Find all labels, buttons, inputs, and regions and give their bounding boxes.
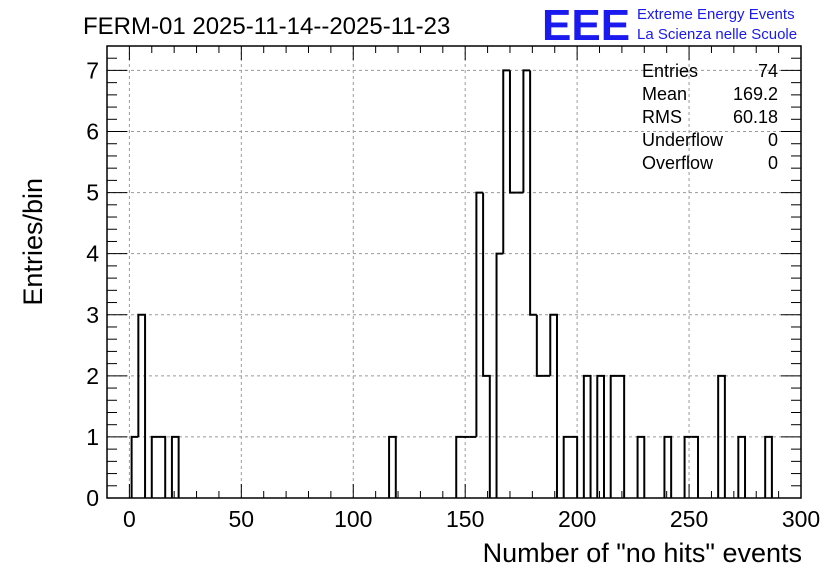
histogram-bin (482, 192, 491, 498)
histogram-bin (150, 435, 159, 498)
axis-ticks (106, 46, 802, 499)
histogram-bin (388, 435, 397, 498)
histogram-bin (691, 435, 700, 498)
chart-title: FERM-01 2025-11-14--2025-11-23 (83, 13, 450, 40)
logo-line-1: Extreme Energy Events (637, 6, 795, 23)
histogram-bin (764, 435, 773, 498)
stats-label: Overflow (642, 153, 714, 173)
x-tick-label: 0 (123, 506, 136, 532)
stats-label: Underflow (642, 130, 724, 150)
histogram-bin (495, 252, 504, 498)
histogram-bin (636, 435, 646, 498)
histogram-bin (158, 435, 167, 498)
y-tick-label: 3 (86, 302, 99, 328)
histogram-bin (535, 314, 544, 377)
x-tick-labels: 0 50 100 150 200 250 300 (123, 506, 820, 532)
y-tick-labels: 0 1 2 3 4 5 6 7 (86, 57, 99, 511)
stats-label: Entries (642, 61, 698, 81)
x-tick-label: 250 (670, 506, 708, 532)
stats-value: 74 (758, 61, 778, 81)
stats-value: 0 (768, 130, 778, 150)
y-tick-label: 0 (86, 485, 99, 511)
histogram-bin (596, 374, 605, 498)
y-tick-label: 6 (86, 119, 99, 145)
y-tick-label: 1 (86, 424, 99, 450)
stats-value: 60.18 (733, 107, 778, 127)
stats-label: RMS (642, 107, 682, 127)
stats-label: Mean (642, 84, 687, 104)
x-tick-label: 100 (334, 506, 372, 532)
plot-frame (106, 45, 802, 499)
logo-line-2: La Scienza nelle Scuole (637, 26, 797, 43)
eee-logo: EEE Extreme Energy Events La Scienza nel… (542, 1, 797, 50)
stats-value: 169.2 (733, 84, 778, 104)
histogram-bin (549, 313, 558, 498)
x-tick-label: 150 (446, 506, 484, 532)
histogram-bin (717, 374, 726, 498)
histogram-bin (582, 374, 592, 498)
y-tick-label: 2 (86, 363, 99, 389)
histogram-bin (609, 374, 618, 498)
y-tick-label: 4 (86, 241, 99, 267)
histogram-bin (508, 70, 517, 194)
grid (107, 46, 802, 499)
histogram-bin (562, 435, 571, 498)
histogram-bin (570, 435, 579, 498)
histogram-bin (170, 435, 180, 498)
histogram-bin (522, 69, 531, 193)
histogram-bin (683, 435, 692, 498)
stats-box: Entries 74 Mean 169.2 RMS 60.18 Underflow 0 Over… (642, 61, 778, 173)
histogram-bin (737, 435, 747, 498)
x-tick-label: 200 (558, 506, 596, 532)
histogram-bin (455, 435, 463, 498)
histogram-bin (529, 70, 537, 316)
x-tick-label: 300 (782, 506, 820, 532)
histogram-bin (502, 69, 510, 254)
stats-value: 0 (768, 153, 778, 173)
x-tick-label: 50 (229, 506, 255, 532)
histogram-bin (617, 374, 626, 498)
y-tick-label: 7 (86, 57, 99, 83)
x-axis-title: Number of "no hits" events (483, 538, 802, 568)
histogram-bin (130, 435, 139, 498)
logo-mark: EEE (542, 1, 630, 50)
y-tick-label: 5 (86, 180, 99, 206)
histogram-series (130, 69, 773, 498)
histogram-bin (137, 313, 147, 498)
histogram-bin (475, 191, 484, 437)
y-axis-title: Entries/bin (18, 178, 48, 306)
histogram-bin (663, 435, 673, 498)
